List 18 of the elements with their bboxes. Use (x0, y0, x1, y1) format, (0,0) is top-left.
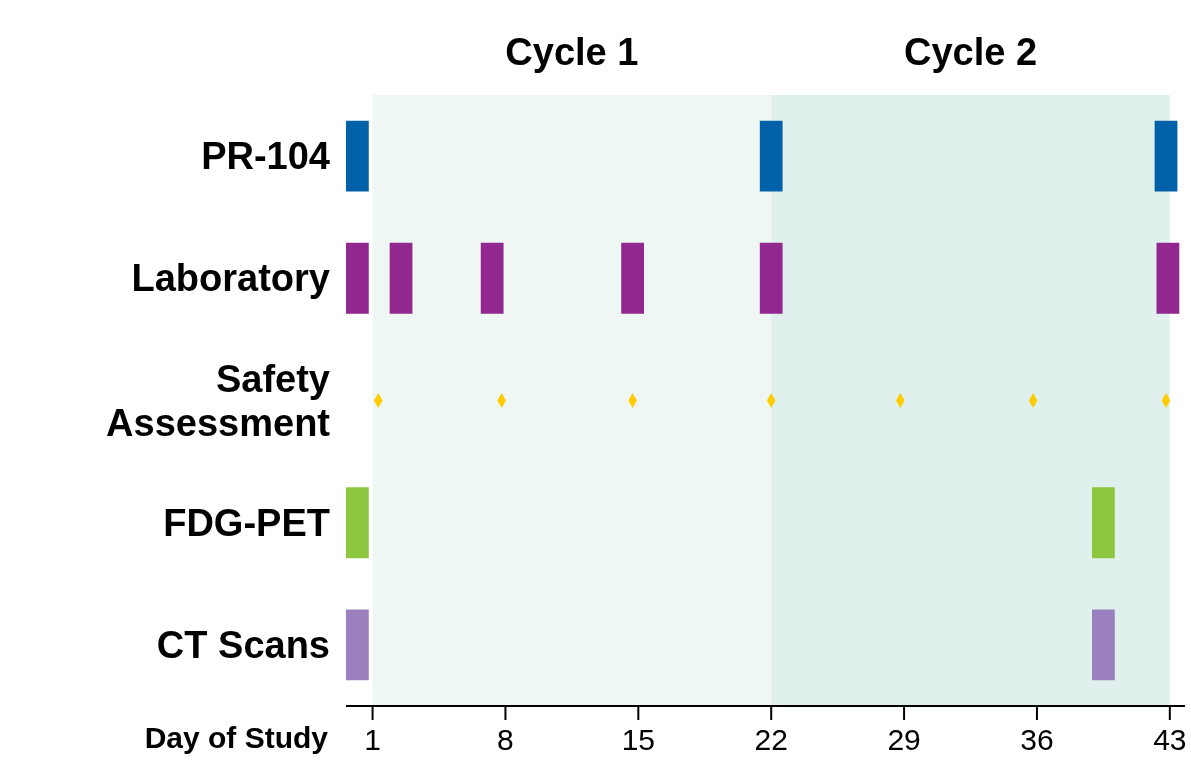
y-tick-label: Safety Assessment (106, 357, 331, 444)
y-tick-label: Laboratory (131, 257, 330, 300)
band-label: Cycle 1 (505, 31, 639, 73)
y-tick-label: CT Scans (156, 623, 330, 666)
x-tick-label: 29 (887, 723, 921, 756)
x-tick-label: 36 (1020, 723, 1054, 756)
bar (1156, 242, 1180, 314)
x-tick-label: 22 (754, 723, 788, 756)
y-tick-label: PR-104 (201, 135, 330, 178)
x-axis-title: Day of Study (144, 721, 329, 754)
bar (759, 242, 783, 314)
band-label: Cycle 2 (903, 31, 1038, 73)
x-tick-label: 43 (1153, 723, 1187, 756)
bar (621, 242, 645, 314)
x-tick-label: 1 (364, 723, 381, 756)
y-tick-label: FDG-PET (163, 501, 330, 544)
x-tick-label: 15 (621, 723, 656, 756)
x-tick-label: 8 (497, 723, 514, 756)
